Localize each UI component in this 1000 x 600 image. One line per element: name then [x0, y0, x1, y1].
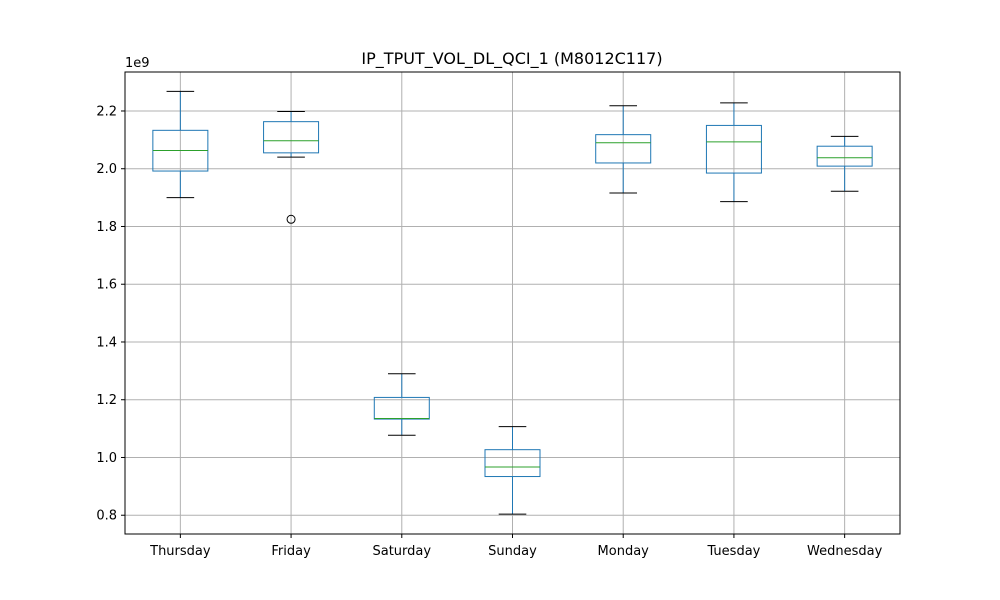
iqr-box — [816, 145, 873, 167]
y-tick-label: 2.0 — [96, 162, 117, 177]
outlier-point — [286, 214, 296, 224]
y-tick-label: 1.4 — [96, 335, 117, 350]
box-thursday — [152, 90, 209, 199]
box-monday — [595, 105, 652, 194]
x-tick-label: Monday — [598, 544, 650, 559]
x-tick-label: Wednesday — [807, 544, 883, 559]
iqr-box — [263, 121, 320, 154]
y-tick-label: 1.0 — [96, 451, 117, 466]
y-tick-label: 1.2 — [96, 393, 117, 408]
x-tick-label: Saturday — [372, 544, 431, 559]
box-tuesday — [705, 102, 762, 203]
box-friday — [263, 111, 320, 224]
iqr-box — [373, 396, 430, 420]
x-tick-label: Tuesday — [706, 544, 760, 559]
y-tick-label: 1.8 — [96, 220, 117, 235]
y-tick-label: 2.2 — [96, 104, 117, 119]
y-tick-label: 0.8 — [96, 509, 117, 524]
box-wednesday — [816, 135, 873, 192]
iqr-box — [595, 134, 652, 164]
box-saturday — [373, 373, 430, 436]
y-axis-multiplier: 1e9 — [125, 56, 150, 71]
box-sunday — [484, 426, 541, 515]
grid-lines — [125, 72, 900, 534]
iqr-box — [484, 449, 541, 478]
iqr-box — [705, 124, 762, 174]
chart-title: IP_TPUT_VOL_DL_QCI_1 (M8012C117) — [361, 49, 662, 69]
box-series — [152, 90, 873, 515]
x-tick-label: Sunday — [488, 544, 537, 559]
axes: 0.8 1.0 1.2 1.4 1.6 1.8 2.0 2.2 Thursday Friday Sa… — [96, 104, 882, 559]
x-tick-label: Friday — [271, 544, 311, 559]
y-tick-label: 1.6 — [96, 278, 117, 293]
x-tick-label: Thursday — [149, 544, 211, 559]
